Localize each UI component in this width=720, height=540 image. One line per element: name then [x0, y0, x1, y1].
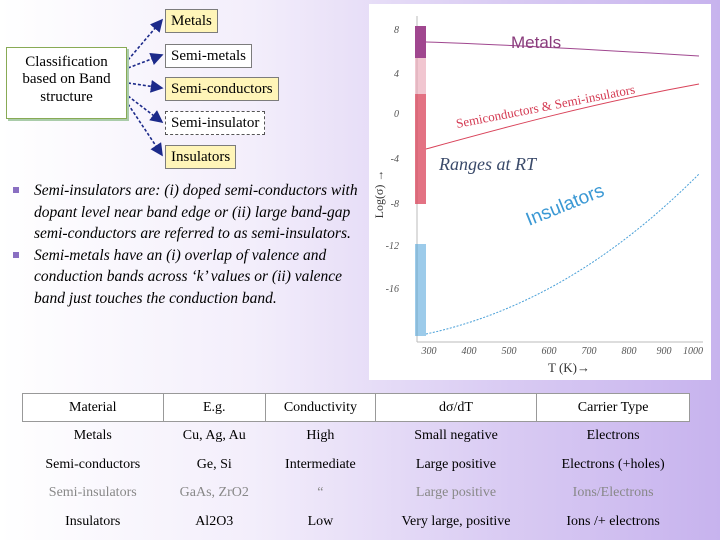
y-tick-label: 8: [394, 25, 399, 36]
table-row: Semi-insulators GaAs, ZrO2 “ Large posit…: [23, 479, 690, 508]
table-cell: Insulators: [65, 513, 121, 529]
arrow-semi-insulator: [127, 95, 164, 123]
semi-curve-label: Semiconductors & Semi-insulators: [455, 81, 637, 130]
metals-curve: [425, 41, 700, 57]
y-tick-label: 4: [394, 69, 399, 80]
table-cell: Ions/Electrons: [572, 485, 654, 501]
bullet-icon: [13, 187, 19, 193]
arrow-insulators: [127, 103, 163, 157]
table-row: Insulators Al2O3 Low Very large, positiv…: [23, 508, 690, 537]
classification-root-label: Classification based on Band structure: [22, 54, 111, 105]
x-tick-label: 900: [657, 346, 672, 357]
metals-curve-label: Metals: [511, 33, 561, 52]
category-metals-label: Metals: [171, 13, 212, 29]
table-header-cell: dσ/dT: [374, 393, 538, 422]
note-semi-metals: Semi-metals have an (i) overlap of valen…: [13, 245, 361, 310]
table-cell: Ions /+ electrons: [566, 513, 660, 529]
metals-range-bar-2: [415, 58, 426, 94]
table-cell: Low: [307, 513, 334, 529]
bullet-icon: [13, 251, 19, 258]
metals-range-bar: [415, 26, 426, 58]
materials-table: Material E.g. Conductivity dσ/dT Carrier…: [22, 393, 690, 536]
y-tick-label: -4: [391, 154, 399, 165]
note-text: Semi-insulators are: (i) doped semi-cond…: [34, 182, 358, 242]
category-semi-metals-label: Semi-metals: [171, 48, 246, 64]
x-tick-label: 300: [421, 346, 437, 357]
table-cell: Large positive: [415, 456, 497, 472]
y-tick-labels: 8 4 0 -4 -8 -12 -16: [386, 25, 399, 295]
arrow-metals: [127, 18, 164, 61]
table-cell: Metals: [73, 428, 112, 444]
arrow-semi-conductors: [127, 80, 164, 93]
category-semi-insulator: Semi-insulator: [165, 111, 266, 135]
arrow-semi-metals: [127, 53, 164, 69]
table-cell: Very large, positive: [401, 513, 511, 529]
table-cell: Electrons: [586, 428, 640, 444]
y-tick-label: 0: [394, 109, 399, 120]
x-tick-label: 1000: [683, 346, 703, 357]
table-row: Semi-conductors Ge, Si Intermediate Larg…: [23, 451, 690, 480]
x-tick-label: 800: [622, 346, 637, 357]
category-insulators-label: Insulators: [171, 149, 231, 165]
table-header-cell: Carrier Type: [536, 393, 690, 422]
figure-title: Ranges at RT: [438, 154, 538, 174]
y-axis-label: Log(σ) →: [372, 170, 386, 219]
table-header-cell: Conductivity: [265, 393, 376, 422]
table-cell: Intermediate: [285, 456, 356, 472]
semi-range-bar: [415, 94, 426, 204]
x-tick-label: 600: [542, 346, 557, 357]
notes-list: Semi-insulators are: (i) doped semi-cond…: [13, 180, 361, 309]
insulators-curve: [425, 173, 700, 335]
x-tick-label: 500: [502, 346, 517, 357]
semi-curve: [425, 83, 700, 150]
table-cell: Semi-conductors: [45, 456, 141, 472]
table-cell: Semi-insulators: [48, 485, 137, 501]
x-tick-labels: 300 400 500 600 700 800 900 1000: [421, 346, 704, 357]
note-semi-insulators: Semi-insulators are: (i) doped semi-cond…: [13, 180, 361, 245]
table-cell: Al2O3: [195, 513, 234, 529]
x-tick-label: 400: [462, 346, 477, 357]
category-metals: Metals: [165, 9, 218, 33]
classification-root-box: Classification based on Band structure: [6, 47, 127, 119]
table-cell: Electrons (+holes): [561, 456, 665, 472]
category-semi-insulator-label: Semi-insulator: [171, 115, 260, 131]
insulators-range-bar: [415, 244, 426, 336]
table-cell: Ge, Si: [196, 456, 232, 472]
table-header-cell: Material: [22, 393, 164, 422]
x-axis-label: T (K)→: [548, 360, 590, 375]
y-tick-label: -8: [391, 199, 399, 210]
note-text: Semi-metals have an (i) overlap of valen…: [34, 246, 343, 307]
table-header-row: Material E.g. Conductivity dσ/dT Carrier…: [22, 393, 690, 422]
table-cell: High: [306, 428, 335, 444]
table-cell: “: [317, 485, 324, 501]
table-row: Metals Cu, Ag, Au High Small negative El…: [23, 422, 690, 451]
table-cell: GaAs, ZrO2: [179, 485, 249, 501]
y-tick-label: -12: [386, 241, 399, 252]
conductivity-figure: 8 4 0 -4 -8 -12 -16 Log(σ) → 300 400 500…: [369, 4, 711, 380]
table-cell: Cu, Ag, Au: [182, 428, 246, 444]
table-cell: Large positive: [415, 485, 497, 501]
connector-arrows: [127, 18, 164, 157]
conductivity-plot: 8 4 0 -4 -8 -12 -16 Log(σ) → 300 400 500…: [372, 16, 704, 375]
insulators-curve-label: Insulators: [523, 180, 607, 230]
y-tick-label: -16: [386, 284, 399, 295]
table-cell: Small negative: [414, 428, 498, 444]
table-header-cell: E.g.: [162, 393, 267, 422]
category-insulators: Insulators: [165, 145, 237, 169]
category-semi-metals: Semi-metals: [165, 44, 252, 68]
category-semi-conductors-label: Semi-conductors: [171, 81, 273, 97]
category-semi-conductors: Semi-conductors: [165, 77, 279, 101]
x-tick-label: 700: [582, 346, 597, 357]
